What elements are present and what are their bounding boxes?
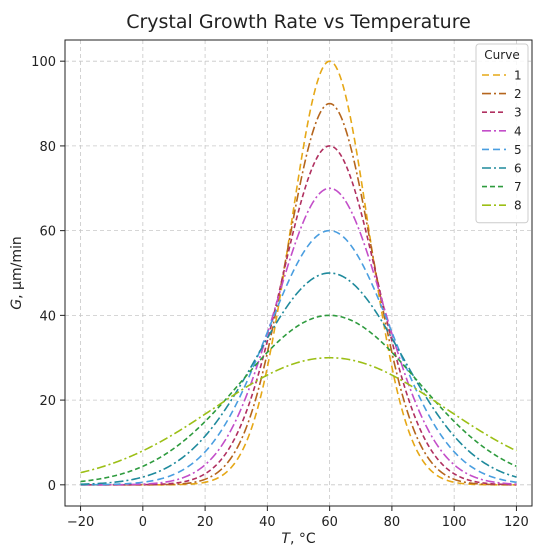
y-axis-label: G, µm/min [9,236,25,309]
series-line-8 [80,356,517,474]
x-tick-label: 80 [384,515,401,530]
legend-box [475,43,529,224]
legend-label: 8 [514,199,522,213]
y-tick-label: 40 [39,309,56,324]
legend-label: 6 [514,162,522,176]
chart-title: Crystal Growth Rate vs Temperature [126,11,471,33]
series-line-2 [80,102,517,486]
x-tick-label: −20 [67,515,94,530]
x-tick-label: 100 [442,515,467,530]
legend-items: 1 2 3 4 5 6 7 8 [482,69,522,213]
grid [65,40,532,506]
axis-ticks: −20 0 20 40 60 80 100 120 0 20 40 60 80 100 [31,55,529,530]
legend-label: 2 [514,87,522,101]
y-tick-label: 20 [39,394,56,409]
series-lines [80,60,517,486]
x-tick-label: 120 [504,515,529,530]
x-tick-label: 0 [139,515,147,530]
x-axis-label: T, °C [281,531,315,547]
y-tick-label: 0 [48,479,56,494]
series-line-6 [80,272,517,486]
series-line-1 [80,60,517,486]
y-tick-label: 80 [39,140,56,155]
legend-title: Curve [484,48,519,62]
x-tick-label: 20 [197,515,214,530]
x-tick-label: 60 [321,515,338,530]
legend-label: 7 [514,180,522,194]
legend: Curve 1 2 3 4 5 6 7 8 [475,43,529,224]
legend-label: 4 [514,124,522,138]
legend-label: 3 [514,106,522,120]
series-line-7 [80,314,517,483]
x-tick-label: 40 [259,515,276,530]
y-tick-label: 60 [39,225,56,240]
plot-frame [64,39,533,507]
legend-label: 5 [514,143,522,157]
series-line-4 [80,187,517,486]
series-line-3 [80,145,517,486]
y-tick-label: 100 [31,55,56,70]
series-line-5 [80,229,517,486]
legend-label: 1 [514,69,522,83]
